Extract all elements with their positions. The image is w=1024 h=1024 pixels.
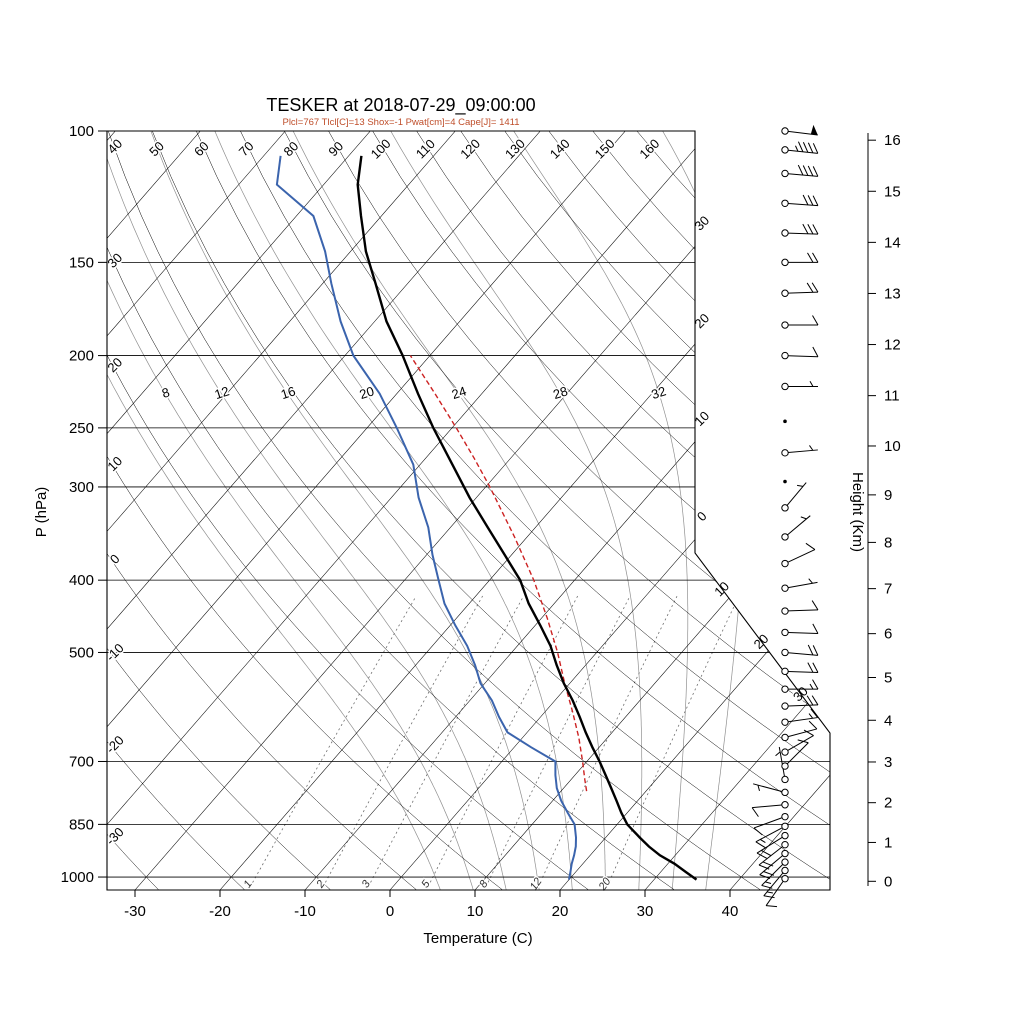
svg-text:14: 14	[884, 234, 901, 251]
svg-text:3: 3	[884, 754, 892, 771]
svg-text:100: 100	[368, 136, 394, 162]
svg-text:1000: 1000	[61, 869, 94, 886]
svg-text:1: 1	[884, 834, 892, 851]
svg-text:2: 2	[314, 878, 328, 891]
svg-text:0: 0	[884, 873, 892, 890]
svg-text:12: 12	[884, 337, 901, 354]
svg-text:40: 40	[722, 903, 739, 920]
svg-text:150: 150	[69, 254, 94, 271]
svg-text:32: 32	[649, 383, 667, 402]
temperature-axis-label: Temperature (C)	[423, 930, 532, 947]
svg-text:0: 0	[694, 508, 710, 524]
svg-text:5: 5	[884, 670, 892, 687]
svg-text:110: 110	[413, 136, 438, 161]
svg-text:90: 90	[325, 138, 346, 159]
height-axis-label: Height (Km)	[849, 472, 866, 552]
svg-text:400: 400	[69, 572, 94, 589]
grid-labels: 50 60 70 80 90 100 110 120 130 140 150 160403020100…	[101, 134, 812, 894]
svg-text:20: 20	[358, 383, 376, 402]
svg-text:700: 700	[69, 753, 94, 770]
svg-text:1: 1	[242, 878, 255, 890]
svg-text:11: 11	[884, 388, 900, 405]
svg-text:60: 60	[191, 138, 212, 159]
svg-text:140: 140	[547, 136, 573, 162]
svg-text:500: 500	[69, 644, 94, 661]
parcel-curve	[409, 355, 588, 792]
svg-text:16: 16	[884, 132, 901, 149]
svg-text:0: 0	[386, 903, 394, 920]
svg-text:2: 2	[884, 795, 892, 812]
svg-text:10: 10	[467, 903, 484, 920]
svg-text:9: 9	[884, 487, 892, 504]
svg-text:3: 3	[360, 878, 374, 891]
svg-text:100: 100	[69, 123, 94, 140]
wind-barb-column	[751, 124, 819, 908]
plot-subtitle: Plcl=767 Tlcl[C]=13 Shox=-1 Pwat[cm]=4 C…	[282, 117, 519, 128]
svg-text:50: 50	[146, 138, 167, 159]
svg-text:-20: -20	[209, 903, 231, 920]
plot-title: TESKER at 2018-07-29_09:00:00	[266, 95, 535, 116]
sounding-curves	[275, 155, 698, 881]
svg-text:200: 200	[69, 348, 94, 365]
svg-text:24: 24	[450, 383, 468, 402]
svg-text:16: 16	[279, 383, 297, 402]
svg-text:7: 7	[884, 581, 892, 598]
svg-text:13: 13	[884, 285, 901, 302]
svg-text:8: 8	[160, 384, 172, 401]
svg-text:160: 160	[636, 136, 662, 162]
dewpoint-curve	[275, 155, 578, 880]
svg-text:6: 6	[884, 626, 892, 643]
svg-text:250: 250	[69, 420, 94, 437]
svg-text:300: 300	[69, 479, 94, 496]
svg-text:20: 20	[596, 875, 614, 893]
temperature-curve	[356, 155, 698, 881]
svg-text:850: 850	[69, 816, 94, 833]
svg-text:10: 10	[884, 438, 901, 455]
background-grid	[107, 131, 830, 890]
svg-text:20: 20	[552, 903, 569, 920]
svg-text:30: 30	[637, 903, 654, 920]
svg-text:28: 28	[551, 383, 569, 402]
svg-text:5: 5	[419, 878, 433, 891]
svg-text:-30: -30	[124, 903, 146, 920]
pressure-axis-label: P (hPa)	[33, 487, 50, 538]
svg-text:-10: -10	[294, 903, 316, 920]
svg-text:70: 70	[236, 138, 257, 159]
svg-text:0: 0	[107, 551, 123, 567]
svg-text:150: 150	[592, 136, 618, 162]
svg-text:8: 8	[884, 534, 892, 551]
svg-text:12: 12	[213, 383, 231, 402]
svg-text:15: 15	[884, 183, 901, 200]
svg-text:4: 4	[884, 712, 892, 729]
